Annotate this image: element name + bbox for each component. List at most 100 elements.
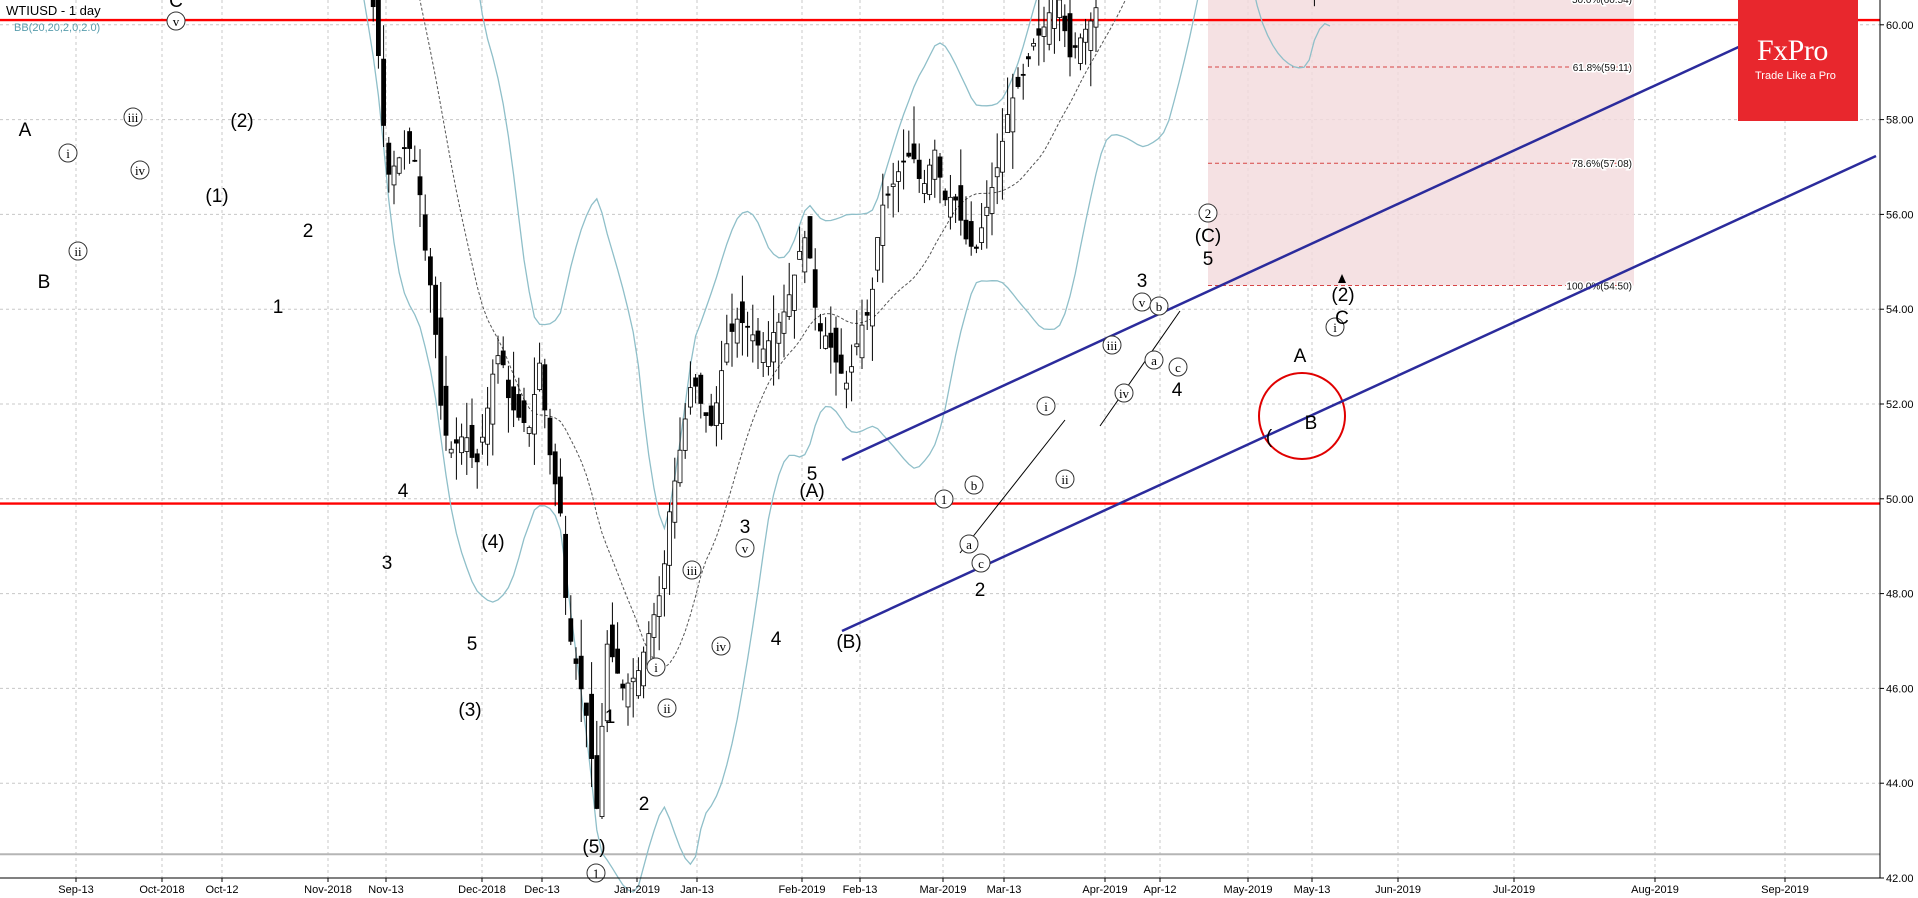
candle-body: [766, 340, 771, 367]
candle-body: [386, 142, 392, 175]
wave-label: ii: [1061, 472, 1069, 487]
wave-label: (B): [836, 632, 861, 653]
wave-label: (4): [481, 532, 504, 553]
wave-label: i: [1333, 320, 1337, 335]
x-tick-label: May-13: [1294, 884, 1331, 896]
wave-label: (C): [1195, 226, 1221, 247]
candle-body: [542, 364, 548, 411]
candle-body: [589, 693, 594, 759]
candle-body: [792, 274, 797, 311]
x-tick-label: Oct-2018: [139, 884, 184, 896]
candle-body: [901, 160, 906, 163]
candle-body: [563, 533, 568, 598]
candle-body: [370, 0, 376, 8]
wave-label: 4: [771, 629, 782, 650]
wave-label: iii: [687, 563, 698, 578]
candle-body: [890, 183, 896, 187]
y-tick-label: 48.00: [1886, 589, 1914, 601]
candle-body: [558, 476, 563, 514]
candle-body: [438, 317, 444, 406]
candle-body: [1078, 37, 1083, 64]
wave-label: 1: [273, 297, 284, 318]
wave-label: 4: [1172, 380, 1183, 401]
wave-circle: [1168, 357, 1188, 377]
candle-body: [490, 373, 496, 425]
fib-label: 50.0%(60.54): [1572, 0, 1632, 6]
candle-body: [698, 374, 704, 404]
candle-body: [516, 394, 522, 418]
candle-body: [875, 237, 880, 271]
wave-label: (2): [230, 111, 253, 132]
candle-body: [953, 196, 958, 201]
fib-label: 61.8%(59.11): [1573, 63, 1632, 74]
candle-body: [1088, 20, 1094, 51]
candle-body: [672, 480, 678, 523]
channel-upper: [841, 0, 1844, 462]
wave-label: i: [654, 660, 658, 675]
wave-label: 1: [593, 866, 600, 881]
wave-circle: [682, 560, 702, 580]
candle-body: [812, 269, 818, 308]
y-tick-label: 50.00: [1886, 494, 1914, 506]
candle-body: [599, 725, 605, 817]
x-tick-label: Nov-13: [368, 884, 403, 896]
up-arrow: [1338, 274, 1346, 283]
candle-body: [818, 323, 823, 332]
wave-label: 3: [382, 553, 393, 574]
wave-label: b: [1156, 299, 1163, 314]
wave-label: (: [1266, 427, 1273, 448]
wave-circle: [959, 534, 979, 554]
candle-body: [844, 382, 849, 390]
candle-body: [568, 618, 574, 642]
wave-label: 4: [398, 481, 409, 502]
wave-label: iv: [716, 639, 727, 654]
candle-body: [968, 221, 974, 247]
candle-body: [740, 301, 745, 324]
wave-circle: [1055, 469, 1075, 489]
candle-body: [927, 164, 932, 195]
candle-body: [677, 449, 683, 484]
candle-body: [984, 206, 990, 216]
candle-body: [615, 648, 620, 674]
candle-body: [859, 324, 865, 359]
x-tick-label: Feb-13: [843, 884, 878, 896]
wave-label: iii: [128, 110, 139, 125]
candle-body: [381, 58, 387, 126]
candle-body: [1005, 114, 1010, 133]
wave-label: (A): [799, 481, 824, 502]
brand-logo: FxPro Trade Like a Pro: [1738, 0, 1858, 121]
trend-channel: [841, 0, 1877, 633]
wave-label: i: [1044, 399, 1048, 414]
bollinger-bands: [363, 0, 1331, 893]
candle-body: [896, 171, 901, 182]
candle-body: [849, 366, 854, 373]
wave-circle: [657, 698, 677, 718]
candle-body: [443, 385, 449, 436]
wave-label: iv: [135, 163, 146, 178]
wave-label: A: [1294, 346, 1307, 367]
candle-body: [724, 343, 730, 363]
candle-body: [500, 350, 506, 366]
wave-label: 5: [1203, 249, 1214, 270]
x-tick-label: Feb-2019: [778, 884, 825, 896]
candle-body: [771, 332, 776, 363]
candle-body: [719, 370, 724, 424]
candle-body: [870, 288, 875, 327]
candle-body: [526, 427, 532, 434]
candle-body: [422, 214, 428, 251]
candle-body: [651, 614, 657, 638]
candle-body: [511, 386, 517, 411]
candle-body: [911, 143, 917, 160]
candle-body: [807, 216, 813, 259]
candle-body: [459, 436, 465, 454]
candle-body: [448, 448, 454, 454]
candle-body: [979, 227, 984, 243]
candle-body: [433, 284, 439, 335]
candle-body: [1062, 15, 1068, 32]
candle-body: [573, 658, 579, 664]
candle-body: [1057, 0, 1062, 18]
candle-body: [417, 176, 423, 196]
